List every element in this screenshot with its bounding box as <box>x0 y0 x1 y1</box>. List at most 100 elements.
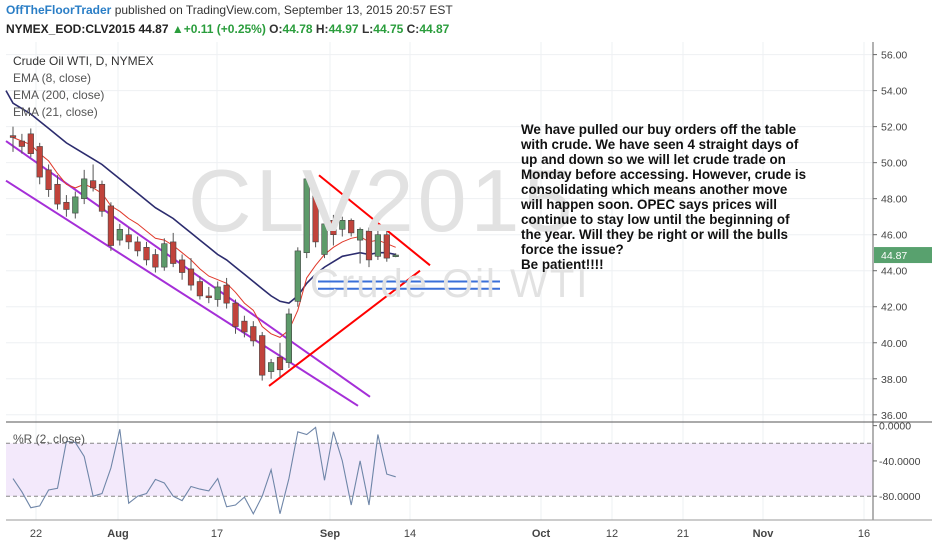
candle-body <box>303 178 310 254</box>
candle-body <box>285 313 293 363</box>
x-tick-label: 12 <box>606 528 618 540</box>
candle-body <box>45 169 52 190</box>
candle-body <box>63 201 70 210</box>
y-tick-label: 44.00 <box>881 266 907 278</box>
candle-body <box>170 241 177 264</box>
candle-body <box>214 286 221 300</box>
ema-lines <box>5 90 396 338</box>
support-lines <box>318 280 500 290</box>
candle-body <box>27 133 34 154</box>
candle-body <box>205 295 212 299</box>
candle-body <box>339 219 346 230</box>
y-tick-label: 52.00 <box>881 122 907 134</box>
x-tick-label: 21 <box>677 528 689 540</box>
symbol-code: NYMEX_EOD:CLV2015 <box>6 22 136 36</box>
y-tick-label: 38.00 <box>881 374 907 386</box>
candle-body <box>134 241 141 252</box>
candle-body <box>152 254 159 268</box>
quote-line: NYMEX_EOD:CLV2015 44.87 ▲+0.11 (+0.25%) … <box>6 22 449 36</box>
y-tick-label: 42.00 <box>881 302 907 314</box>
x-tick-label: 14 <box>404 528 416 540</box>
candle-body <box>9 135 17 138</box>
candle-body <box>143 247 150 261</box>
y-tick-label: 54.00 <box>881 86 907 98</box>
open-value: 44.78 <box>282 22 313 36</box>
candle-body <box>72 196 79 214</box>
open-label: O: <box>269 22 283 36</box>
candle-body <box>294 250 301 302</box>
x-tick-label: Sep <box>320 528 340 540</box>
grid <box>6 42 873 520</box>
candle-body <box>223 284 230 304</box>
x-tick-label: Aug <box>107 528 128 540</box>
candle-body <box>348 219 355 234</box>
price-change: +0.11 (+0.25%) <box>183 22 266 36</box>
triangle-upper-line <box>318 174 431 267</box>
candle-body <box>98 183 106 212</box>
candle-body <box>267 362 275 372</box>
ema-8-legend[interactable]: EMA (8, close) <box>13 71 92 85</box>
close-label: C: <box>406 22 420 36</box>
candle-body <box>116 228 123 241</box>
y-tick-label: 56.00 <box>881 50 907 62</box>
symbol-legend[interactable]: Crude Oil WTI, D, NYMEX <box>13 54 154 68</box>
last-price-tag <box>874 247 932 264</box>
ema-200-legend[interactable]: EMA (200, close) <box>13 88 105 102</box>
y-tick-label: 50.00 <box>881 158 907 170</box>
x-tick-label: Oct <box>532 528 551 540</box>
osc-tick-label: -80.0000 <box>879 491 921 503</box>
symmetric-triangle <box>268 174 431 387</box>
candle-body <box>365 230 373 261</box>
publish-info: published on TradingView.com, September … <box>114 3 453 17</box>
y-tick-label: 48.00 <box>881 194 907 206</box>
candle-body <box>392 254 399 257</box>
candle-body <box>161 243 168 268</box>
channel-lower-line <box>5 179 359 407</box>
candle-body <box>321 223 328 255</box>
candlesticks <box>9 126 399 381</box>
last-price: 44.87 <box>138 22 169 36</box>
candle-body <box>250 326 257 342</box>
ema-21-legend[interactable]: EMA (21, close) <box>13 105 98 119</box>
last-price-tag-label: 44.87 <box>881 250 907 262</box>
high-value: 44.97 <box>328 22 359 36</box>
up-arrow-icon: ▲ <box>171 22 184 36</box>
y-tick-label: 46.00 <box>881 230 907 242</box>
candle-body <box>374 234 382 257</box>
y-tick-label: 40.00 <box>881 338 907 350</box>
candle-body <box>259 335 266 376</box>
candle-body <box>383 234 390 259</box>
axes: 36.00 38.00 40.00 42.00 44.00 46.00 48.00 50.00… <box>6 42 932 540</box>
x-tick-label: Nov <box>753 528 775 540</box>
williams-r-panel <box>6 426 873 515</box>
candle-body <box>36 146 43 178</box>
candle-body <box>356 228 364 241</box>
ema-8-line <box>12 137 396 338</box>
candle-body <box>54 183 61 205</box>
candle-body <box>125 234 132 243</box>
low-label: L: <box>361 22 374 36</box>
williams-r-legend[interactable]: %R (2, close) <box>13 432 86 446</box>
osc-tick-label: 0.0000 <box>879 421 911 433</box>
candle-body <box>241 320 248 333</box>
candle-body <box>276 356 284 371</box>
author-link[interactable]: OffTheFloorTrader <box>6 3 112 17</box>
candle-body <box>179 259 186 273</box>
osc-band <box>6 443 873 497</box>
publish-line: OffTheFloorTrader published on TradingVi… <box>6 3 453 17</box>
x-tick-label: 22 <box>30 528 42 540</box>
ema-21-line <box>5 90 396 304</box>
candle-body <box>232 302 239 327</box>
candle-body <box>90 180 97 189</box>
candle-body <box>18 140 26 147</box>
candle-body <box>81 178 88 199</box>
williams-r-line <box>12 426 396 515</box>
low-value: 44.75 <box>373 22 404 36</box>
candle-body <box>330 219 337 236</box>
y-tick-label: 36.00 <box>881 410 907 422</box>
analysis-note: We have pulled our buy orders off the ta… <box>521 122 807 272</box>
osc-tick-label: -40.0000 <box>879 456 921 468</box>
candle-body <box>196 281 204 297</box>
